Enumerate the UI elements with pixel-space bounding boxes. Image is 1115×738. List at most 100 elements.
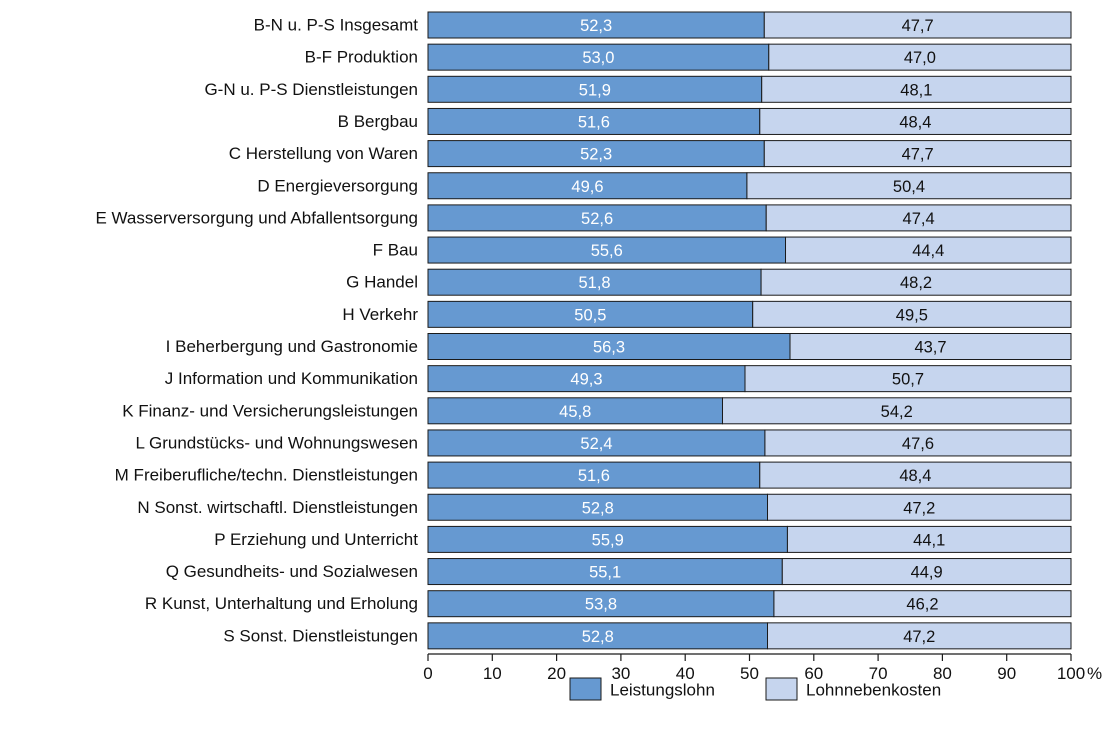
bar-segment-lohnnebenkosten (781, 558, 1072, 586)
x-tick-label: 70 (869, 664, 888, 683)
bar-segment-lohnnebenkosten (752, 300, 1072, 328)
legend-label: Lohnnebenkosten (806, 681, 941, 700)
data-label: 47,2 (903, 628, 935, 646)
bar-segment-leistungslohn (427, 590, 775, 618)
x-axis-unit: % (1087, 664, 1102, 683)
category-label: C Herstellung von Waren (229, 144, 418, 163)
category-label: S Sonst. Dienstleistungen (223, 626, 418, 645)
bar-segment-leistungslohn (427, 204, 767, 232)
data-label: 55,1 (589, 564, 621, 582)
data-label: 44,4 (912, 242, 944, 260)
data-label: 55,6 (591, 242, 623, 260)
data-label: 47,2 (903, 499, 935, 517)
legend: Leistungslohn Lohnnebenkosten (569, 677, 941, 701)
bar-segment-leistungslohn (427, 140, 765, 168)
bar-segment-lohnnebenkosten (744, 365, 1072, 393)
bar-segment-leistungslohn (427, 43, 770, 71)
bar-segment-lohnnebenkosten (759, 107, 1072, 135)
bar-segment-lohnnebenkosten (764, 429, 1072, 457)
bar-segment-lohnnebenkosten (767, 622, 1072, 650)
data-label: 47,7 (902, 17, 934, 35)
data-label: 55,9 (592, 531, 624, 549)
category-label: B Bergbau (338, 112, 418, 131)
data-label: 53,0 (582, 49, 614, 67)
bar-segment-leistungslohn (427, 268, 762, 296)
category-label: P Erziehung und Unterricht (214, 530, 418, 549)
bar-segment-lohnnebenkosten (768, 43, 1072, 71)
data-label: 52,8 (582, 628, 614, 646)
bar-segment-leistungslohn (427, 622, 769, 650)
data-label: 51,6 (578, 467, 610, 485)
bar-segment-leistungslohn (427, 461, 761, 489)
x-tick-label: 30 (611, 664, 630, 683)
category-label: G Handel (346, 273, 418, 292)
x-tick-label: 40 (676, 664, 695, 683)
data-label: 56,3 (593, 339, 625, 357)
data-label: 52,3 (580, 146, 612, 164)
legend-label: Leistungslohn (610, 681, 715, 700)
data-label: 47,0 (904, 49, 936, 67)
data-label: 44,9 (911, 564, 943, 582)
bar-segment-lohnnebenkosten (721, 397, 1072, 425)
category-label: F Bau (373, 241, 418, 260)
data-label: 43,7 (914, 339, 946, 357)
category-label: J Information und Kommunikation (165, 369, 418, 388)
category-label: N Sonst. wirtschaftl. Dienstleistungen (137, 498, 418, 517)
data-label: 52,4 (580, 435, 612, 453)
bar-segment-leistungslohn (427, 107, 761, 135)
category-label: D Energieversorgung (257, 176, 418, 195)
bar-segment-leistungslohn (427, 558, 783, 586)
category-label: B-N u. P-S Insgesamt (254, 16, 419, 35)
bar-segment-leistungslohn (427, 493, 769, 521)
data-label: 52,6 (581, 210, 613, 228)
category-label: H Verkehr (342, 305, 418, 324)
legend-swatch (765, 677, 798, 701)
legend-swatch (569, 677, 602, 701)
bar-segment-leistungslohn (427, 429, 766, 457)
bar-segment-leistungslohn (427, 11, 765, 39)
data-label: 48,4 (899, 467, 931, 485)
data-label: 51,6 (578, 113, 610, 131)
x-tick-label: 20 (547, 664, 566, 683)
bar-segment-lohnnebenkosten (789, 333, 1072, 360)
bar-segment-lohnnebenkosten (760, 268, 1072, 296)
category-label: M Freiberufliche/techn. Dienstleistungen (115, 466, 418, 485)
data-label: 52,8 (582, 499, 614, 517)
data-label: 51,9 (579, 81, 611, 99)
data-label: 54,2 (881, 403, 913, 421)
bar-segment-leistungslohn (427, 365, 746, 393)
x-tick-label: 80 (933, 664, 952, 683)
data-label: 48,4 (899, 113, 931, 131)
category-label: R Kunst, Unterhaltung und Erholung (145, 594, 418, 613)
bar-segment-leistungslohn (427, 300, 754, 328)
data-label: 49,3 (570, 371, 602, 389)
bar-segment-lohnnebenkosten (759, 461, 1072, 489)
x-tick-label: 0 (423, 664, 432, 683)
data-label: 46,2 (906, 596, 938, 614)
bar-segment-leistungslohn (427, 333, 791, 360)
x-tick-label: 10 (483, 664, 502, 683)
category-label: Q Gesundheits- und Sozialwesen (166, 562, 418, 581)
category-label: E Wasserversorgung und Abfallentsorgung (95, 208, 418, 227)
bar-segment-leistungslohn (427, 397, 723, 425)
data-label: 51,8 (578, 274, 610, 292)
data-label: 49,5 (896, 306, 928, 324)
x-tick-label: 50 (740, 664, 759, 683)
bar-segment-lohnnebenkosten (773, 590, 1072, 618)
data-label: 47,4 (903, 210, 935, 228)
category-label: G-N u. P-S Dienstleistungen (204, 80, 418, 99)
data-label: 50,5 (574, 306, 606, 324)
x-axis: 0 10 20 30 40 50 60 70 80 90 100% (423, 653, 1102, 683)
bar-segment-lohnnebenkosten (761, 75, 1072, 103)
bar-segment-lohnnebenkosten (763, 11, 1072, 39)
data-label: 52,3 (580, 17, 612, 35)
data-label: 53,8 (585, 596, 617, 614)
data-label: 50,4 (893, 178, 925, 196)
data-label: 44,1 (913, 531, 945, 549)
category-label: B-F Produktion (305, 48, 418, 67)
bar-segment-lohnnebenkosten (746, 172, 1072, 200)
data-label: 49,6 (571, 178, 603, 196)
bar-segment-lohnnebenkosten (765, 204, 1072, 232)
bar-segment-leistungslohn (427, 75, 763, 103)
